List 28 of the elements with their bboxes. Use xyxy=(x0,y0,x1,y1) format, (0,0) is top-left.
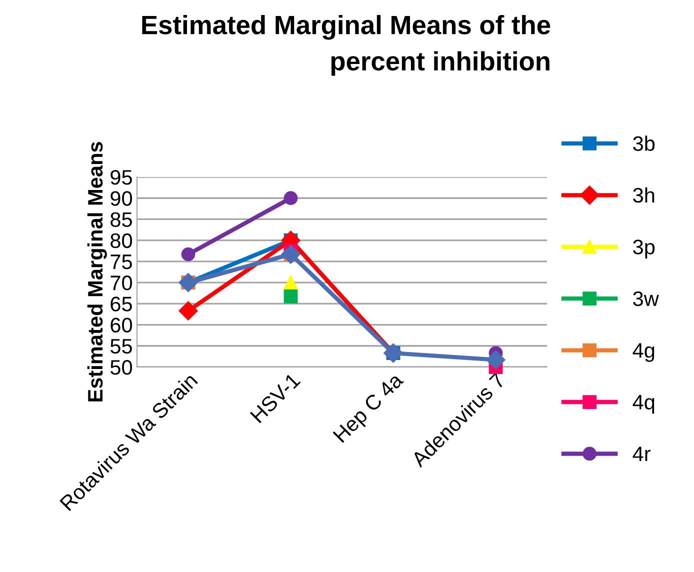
y-tick-label: 85 xyxy=(110,212,132,227)
point xyxy=(178,301,198,320)
point xyxy=(284,276,298,290)
point xyxy=(181,247,196,262)
y-tick-label: 65 xyxy=(110,296,132,312)
y-axis-title: Estimated Marginal Means xyxy=(87,142,107,402)
legend-label: 4r xyxy=(632,446,650,462)
y-tick-label: 70 xyxy=(110,276,132,290)
y-tick-label: 75 xyxy=(110,254,132,270)
legend-label: 3p xyxy=(633,240,655,258)
y-tick-label: 60 xyxy=(110,318,132,333)
chart-title: Estimated Marginal Means of the percent inhibition xyxy=(142,15,550,76)
y-tick-label: 80 xyxy=(110,233,132,248)
y-tick-label: 55 xyxy=(110,339,132,354)
legend-label: 3h xyxy=(633,187,654,203)
legend-label: 3b xyxy=(633,136,655,151)
legend-label: 4g xyxy=(632,343,654,362)
point xyxy=(284,191,298,206)
legend-label: 3w xyxy=(633,291,659,306)
point xyxy=(486,350,506,370)
y-tick-label: 50 xyxy=(110,360,132,375)
point xyxy=(281,244,300,264)
y-tick-label: 90 xyxy=(110,191,132,206)
x-tick-label: Hep C 4a xyxy=(332,372,407,446)
point xyxy=(178,273,198,292)
point xyxy=(284,290,298,304)
legend-label: 4q xyxy=(632,394,654,414)
y-tick-label: 95 xyxy=(110,170,132,185)
